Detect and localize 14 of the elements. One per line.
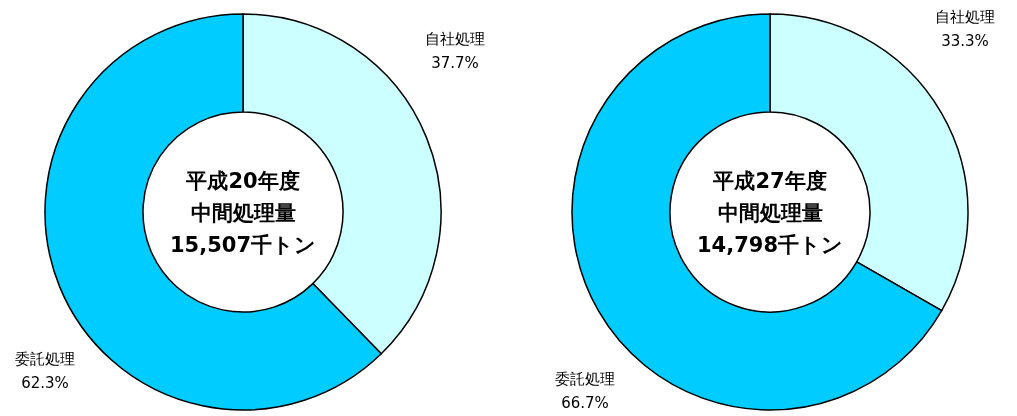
- slice-label: 自社処理: [425, 30, 485, 48]
- data-label: 33.3%: [941, 32, 989, 50]
- slice-label: 委託処理: [15, 350, 75, 368]
- text: 15,507千トン: [169, 233, 317, 257]
- text: 中間処理量: [717, 201, 823, 225]
- data-label: 37.7%: [431, 54, 479, 72]
- data-label: 66.7%: [561, 394, 609, 412]
- slice-label: 委託処理: [555, 370, 615, 388]
- text: 平成20年度: [185, 169, 300, 193]
- text: 14,798千トン: [696, 233, 844, 257]
- text: 平成27年度: [712, 169, 827, 193]
- data-label: 62.3%: [21, 374, 69, 392]
- text: 中間処理量: [190, 201, 296, 225]
- slice-label: 自社処理: [935, 8, 995, 26]
